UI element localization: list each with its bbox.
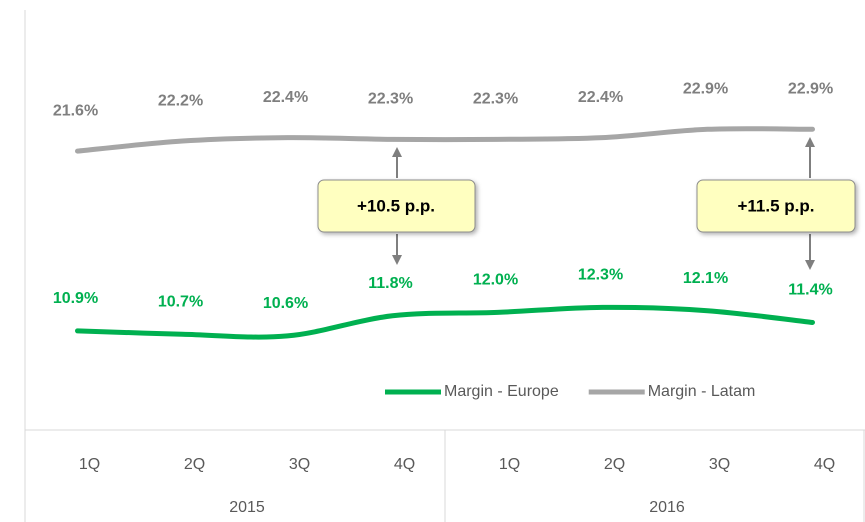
annotation: +11.5 p.p.	[696, 137, 856, 270]
line	[75, 304, 815, 340]
annotation-text: +11.5 p.p.	[737, 196, 814, 215]
annotation: +10.5 p.p.	[317, 147, 476, 265]
line	[75, 126, 815, 154]
data-label: 22.3%	[473, 91, 518, 108]
data-label: 22.4%	[578, 89, 623, 106]
data-label: 11.4%	[788, 282, 832, 299]
data-label: 12.0%	[473, 272, 518, 289]
data-label: 12.3%	[578, 267, 623, 284]
data-label: 21.6%	[53, 102, 98, 119]
group-label: 2016	[649, 499, 685, 516]
data-label: 22.9%	[788, 80, 833, 97]
x-tick-label: 2Q	[604, 456, 625, 473]
annotation-box	[696, 179, 856, 233]
x-tick-label: 1Q	[499, 456, 520, 473]
data-label: 22.4%	[263, 89, 308, 106]
group-label: 2015	[229, 499, 265, 516]
legend-label: Margin - Latam	[648, 383, 756, 400]
x-tick-label: 4Q	[814, 456, 835, 473]
data-label: 22.9%	[683, 80, 728, 97]
x-tick-label: 2Q	[184, 456, 205, 473]
data-label: 11.8%	[368, 275, 412, 292]
data-label: 10.6%	[263, 295, 308, 312]
x-tick-label: 1Q	[79, 456, 100, 473]
x-tick-label: 4Q	[394, 456, 415, 473]
data-label: 22.2%	[158, 92, 203, 109]
legend-label: Margin - Europe	[444, 383, 559, 400]
data-label: 22.3%	[368, 91, 413, 108]
data-label: 12.1%	[683, 270, 728, 287]
data-label: 10.9%	[53, 290, 98, 307]
data-label: 10.7%	[158, 293, 203, 310]
annotation-box	[317, 179, 476, 233]
x-tick-label: 3Q	[289, 456, 310, 473]
annotation-text: +10.5 p.p.	[357, 196, 435, 215]
x-tick-label: 3Q	[709, 456, 730, 473]
